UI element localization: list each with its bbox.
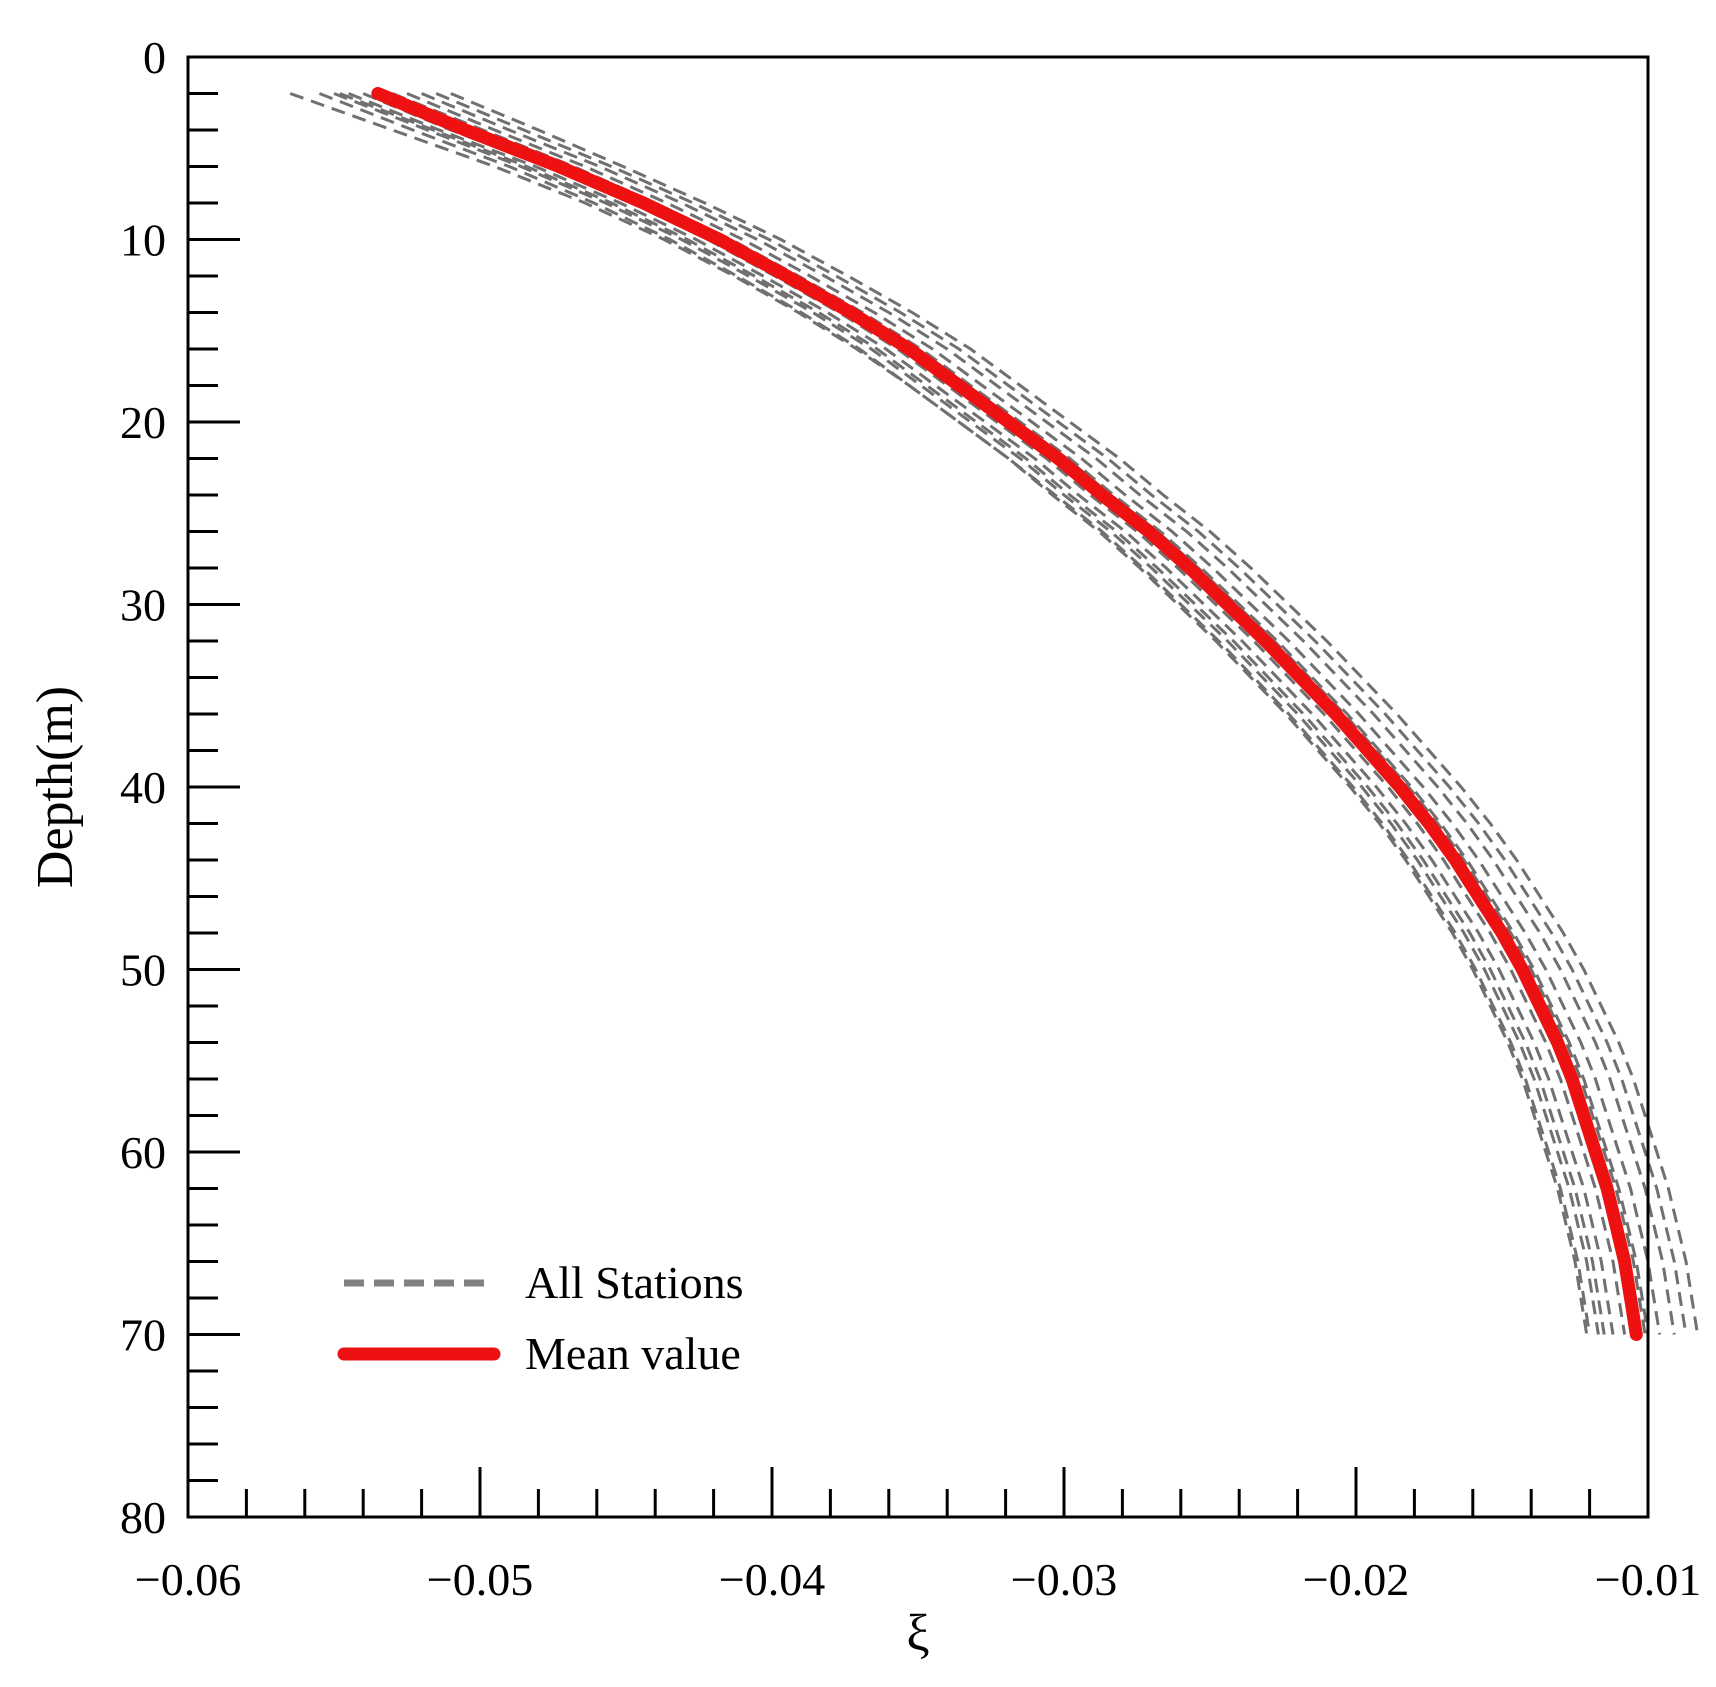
y-tick-label: 10 — [120, 215, 166, 266]
x-tick-label: −0.02 — [1303, 1554, 1409, 1605]
plot-frame — [186, 55, 1650, 1519]
y-tick-label: 40 — [120, 762, 166, 813]
x-axis-title: ξ — [906, 1605, 929, 1662]
series-station-4 — [362, 92, 1627, 1335]
y-tick-label: 0 — [143, 32, 166, 83]
x-tick-label: −0.03 — [1011, 1554, 1117, 1605]
y-tick-label: 70 — [120, 1310, 166, 1361]
legend-all-stations-label: All Stations — [525, 1257, 744, 1308]
x-tick-label: −0.05 — [427, 1554, 533, 1605]
legend: All Stations Mean value — [337, 1257, 744, 1379]
y-tick-label: 80 — [120, 1492, 166, 1543]
series-station-8 — [318, 92, 1589, 1335]
series-station-2 — [406, 92, 1662, 1335]
y-tick-label: 30 — [120, 580, 166, 631]
series-station-7 — [435, 92, 1688, 1335]
legend-mean-value-label: Mean value — [525, 1328, 741, 1379]
series-mean-value — [371, 87, 1643, 1341]
x-tick-label: −0.06 — [135, 1554, 241, 1605]
x-tick-label: −0.01 — [1595, 1554, 1701, 1605]
tick-labels: −0.06 −0.05 −0.04 −0.03 −0.02 −0.01 0 10 20 30 40 5… — [120, 32, 1701, 1605]
series-station-9 — [289, 92, 1592, 1335]
y-tick-label: 20 — [120, 397, 166, 448]
series-station-1 — [421, 92, 1676, 1335]
y-tick-label: 50 — [120, 945, 166, 996]
axis-ticks — [188, 92, 1592, 1517]
mean-line — [371, 87, 1643, 1341]
series-station-11 — [377, 92, 1647, 1335]
y-tick-label: 60 — [120, 1127, 166, 1178]
y-axis-title: Depth(m) — [27, 686, 84, 888]
x-tick-label: −0.04 — [719, 1554, 825, 1605]
